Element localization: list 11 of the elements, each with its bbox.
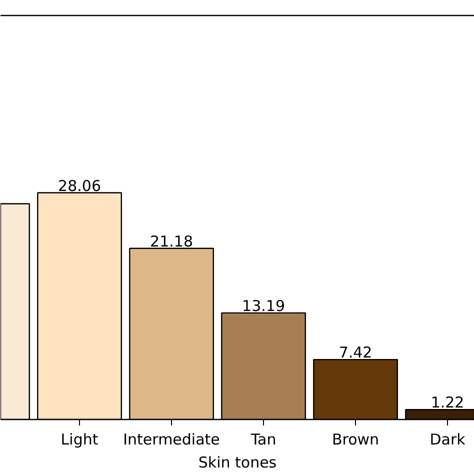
data-label: 1.22 — [430, 394, 464, 412]
data-label: 13.19 — [242, 296, 286, 315]
x-tick-label: Light — [60, 430, 98, 448]
data-label: 7.42 — [338, 344, 372, 362]
x-tick-label: Dark — [430, 430, 466, 448]
x-tick-label: Brown — [332, 430, 380, 448]
x-axis-title: Skin tones — [198, 454, 277, 472]
data-label: 28.06 — [58, 176, 102, 195]
x-tick-label: Intermediate — [123, 430, 220, 448]
data-label: 21.18 — [150, 232, 194, 250]
x-tick-label: Tan — [250, 430, 276, 448]
